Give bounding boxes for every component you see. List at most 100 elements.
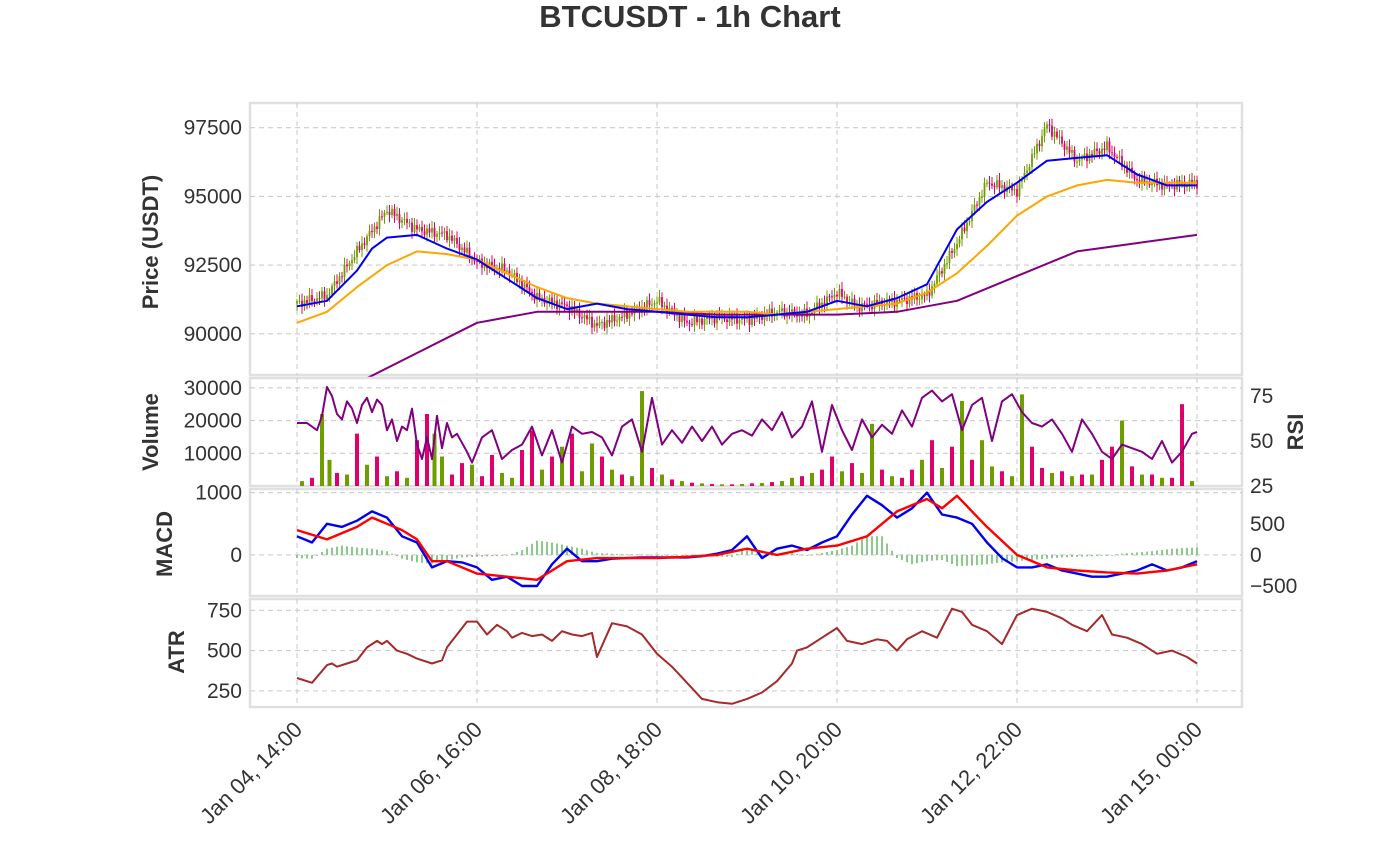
- x-tick-label-0: Jan 04, 14:00: [195, 717, 307, 829]
- macd-hist-bar: [741, 550, 743, 555]
- macd-hist-bar: [876, 536, 878, 555]
- volume-bar: [640, 391, 644, 486]
- candle-body: [691, 324, 693, 326]
- volume-bar: [690, 482, 694, 486]
- candle-body: [333, 281, 336, 286]
- macd-hist-bar: [631, 554, 633, 556]
- candle-body: [318, 298, 321, 300]
- macd-hist-bar: [1141, 552, 1143, 555]
- candle-body: [616, 320, 618, 322]
- macd-hist-bar: [531, 543, 533, 555]
- macd-hist-bar: [316, 554, 318, 556]
- candle-body: [1158, 182, 1161, 186]
- macd-hist-bar: [456, 554, 458, 559]
- macd-hist-bar: [416, 554, 418, 563]
- candle-body: [573, 306, 576, 312]
- volume-bar: [860, 472, 864, 486]
- x-tick-label-4: Jan 12, 22:00: [915, 717, 1027, 829]
- candle-body: [356, 245, 358, 258]
- volume-bar: [327, 459, 332, 486]
- candle-body: [793, 309, 796, 313]
- candle-body: [693, 316, 696, 325]
- volume-bar: [1120, 420, 1124, 486]
- candle-body: [876, 299, 878, 305]
- macd-hist-bar: [1116, 554, 1118, 556]
- candle-body: [653, 303, 656, 305]
- candle-body: [371, 230, 373, 233]
- price-ytick-1: 92500: [184, 254, 242, 277]
- candle-body: [368, 230, 371, 237]
- candle-body: [561, 302, 563, 304]
- macd-hist-bar: [921, 554, 923, 563]
- candle-body: [1093, 148, 1096, 156]
- volume-bar: [820, 469, 824, 486]
- macd-frame: [248, 487, 1244, 598]
- volume-bar: [560, 446, 564, 486]
- candle-body: [398, 213, 401, 223]
- volume-bar: [355, 433, 359, 486]
- macd-hist-bar: [1026, 554, 1028, 561]
- candle-body: [928, 290, 931, 296]
- macd-hist-bar: [381, 550, 383, 555]
- candle-body: [711, 316, 713, 319]
- macd-hist-bar: [451, 554, 453, 560]
- candle-body: [953, 249, 956, 253]
- macd-hist-bar: [1011, 554, 1013, 562]
- macd-y2tick-0: −500: [1250, 575, 1297, 598]
- candle-body: [1033, 153, 1036, 155]
- candle-body: [566, 304, 568, 306]
- macd-hist-bar: [641, 554, 643, 556]
- candle-body: [523, 283, 526, 290]
- macd-hist-bar: [386, 551, 388, 555]
- candle-body: [441, 232, 443, 234]
- price-ytick-0: 90000: [184, 323, 242, 346]
- candle-body: [1091, 153, 1093, 156]
- volume-bar: [520, 450, 524, 486]
- macd-hist-bar: [1101, 554, 1103, 556]
- candle-body: [776, 312, 778, 314]
- macd-hist-bar: [721, 554, 723, 557]
- macd-hist-bar: [1171, 548, 1173, 555]
- candle-body: [588, 316, 591, 320]
- macd-hist-bar: [771, 554, 773, 556]
- candle-body: [406, 218, 408, 223]
- macd-ylabel: MACD: [152, 511, 177, 577]
- volume-bar: [470, 464, 474, 486]
- macd-hist-bar: [946, 554, 948, 562]
- volume-bar: [980, 440, 984, 486]
- macd-hist-bar: [836, 549, 838, 555]
- price-ytick-3: 97500: [184, 117, 242, 140]
- candle-body: [846, 296, 848, 303]
- macd-hist-bar: [966, 554, 968, 566]
- volume-bar: [540, 469, 544, 486]
- atr-panel: 250 500 750: [207, 597, 1244, 709]
- candle-body: [326, 295, 328, 300]
- volume-bar: [770, 482, 774, 486]
- x-tick-label-3: Jan 10, 20:00: [735, 717, 847, 829]
- candle-body: [976, 204, 978, 206]
- candle-body: [336, 281, 338, 284]
- candle-body: [433, 227, 436, 237]
- candle-body: [536, 293, 538, 301]
- macd-hist-bar: [466, 554, 468, 558]
- candle-body: [831, 296, 833, 298]
- macd-hist-bar: [911, 554, 913, 565]
- macd-hist-bar: [1181, 548, 1183, 555]
- atr-line: [296, 607, 1198, 705]
- candle-body: [1096, 148, 1098, 152]
- macd-hist-bar: [471, 554, 473, 558]
- candle-body: [623, 310, 626, 317]
- candle-body: [1098, 151, 1101, 154]
- candle-body: [1143, 175, 1146, 183]
- macd-hist-bar: [371, 548, 373, 555]
- macd-hist-bar: [731, 554, 733, 557]
- candle-body: [973, 204, 976, 211]
- volume-bar: [415, 440, 419, 486]
- candle-body: [1036, 143, 1038, 154]
- candle-body: [476, 261, 478, 263]
- candle-body: [376, 226, 378, 229]
- price-ylabel: Price (USDT): [138, 175, 163, 309]
- macd-hist-bar: [546, 541, 548, 555]
- macd-hist-bar: [846, 547, 848, 555]
- candle-body: [613, 315, 616, 322]
